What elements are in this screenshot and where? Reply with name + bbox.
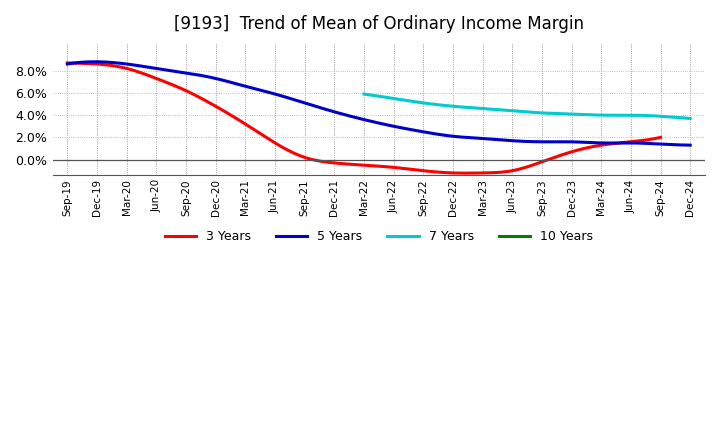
Title: [9193]  Trend of Mean of Ordinary Income Margin: [9193] Trend of Mean of Ordinary Income … (174, 15, 584, 33)
Legend: 3 Years, 5 Years, 7 Years, 10 Years: 3 Years, 5 Years, 7 Years, 10 Years (160, 225, 598, 248)
